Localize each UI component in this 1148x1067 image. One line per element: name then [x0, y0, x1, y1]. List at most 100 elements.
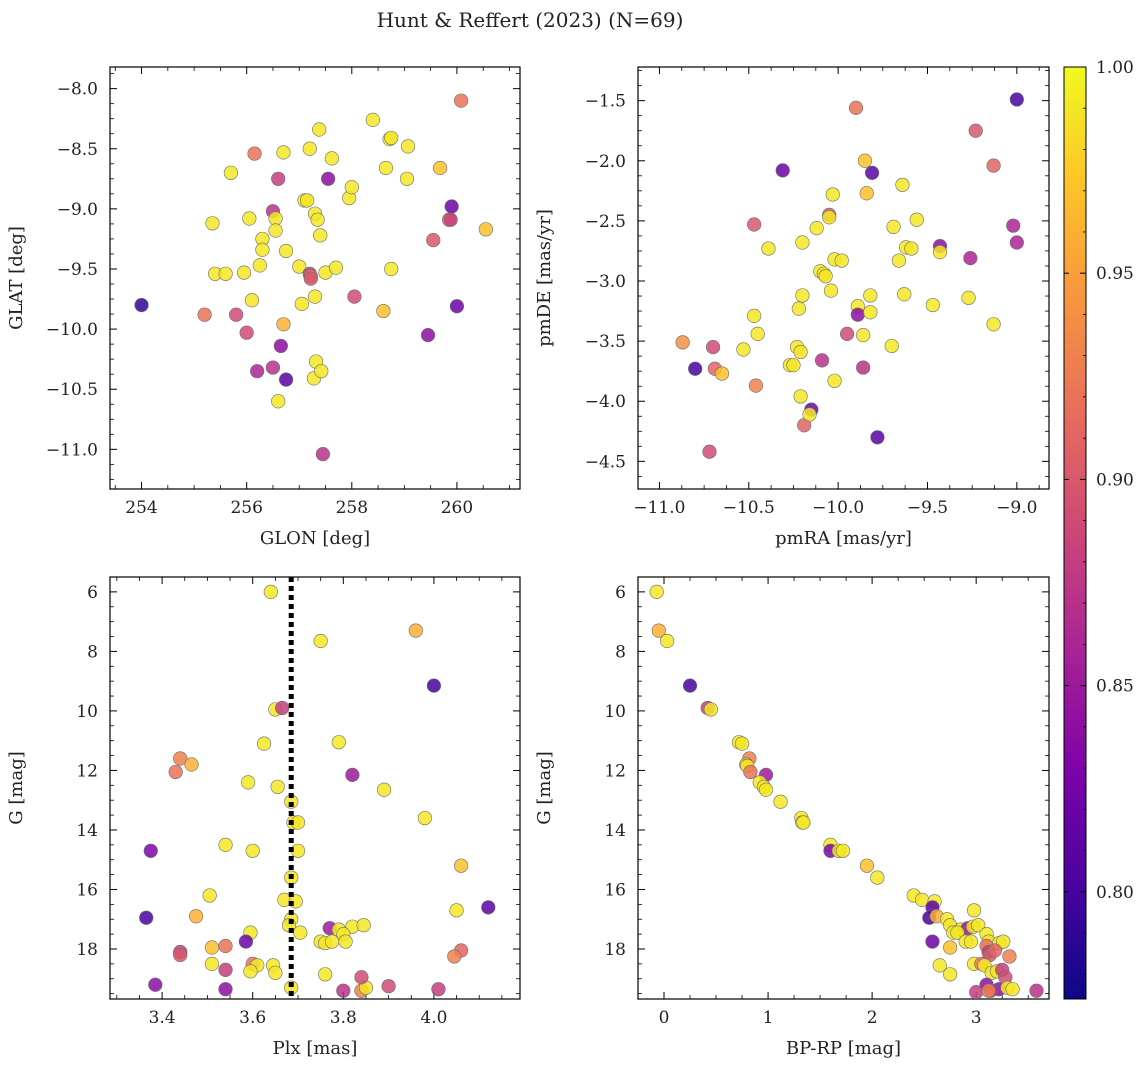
y-tick-label: 14 — [76, 821, 98, 841]
scatter-points — [134, 93, 493, 462]
scatter-point — [238, 934, 254, 949]
scatter-point — [834, 253, 849, 268]
x-axis-label: pmRA [mas/yr] — [775, 528, 912, 549]
scatter-point — [857, 153, 873, 168]
scatter-point — [312, 122, 327, 137]
x-tick-label: 2 — [867, 1008, 878, 1028]
x-tick-label: 256 — [230, 498, 262, 518]
scatter-point — [863, 305, 878, 320]
scatter-point — [300, 193, 315, 208]
scatter-point — [968, 123, 983, 138]
scatter-point — [205, 216, 220, 231]
scatter-point — [426, 233, 441, 248]
scatter-point — [143, 843, 158, 858]
y-tick-label: 8 — [615, 642, 626, 662]
scatter-point — [245, 843, 260, 858]
x-tick-label: 1 — [763, 1008, 774, 1028]
y-tick-label: −10.0 — [46, 320, 98, 340]
scatter-point — [218, 837, 233, 852]
scatter-point — [802, 407, 817, 422]
colorbar-tick-label: 0.85 — [1096, 677, 1134, 697]
y-tick-label: −9.5 — [57, 260, 98, 280]
x-tick-label: 0 — [659, 1008, 670, 1028]
x-tick-label: 254 — [125, 498, 157, 518]
scatter-point — [761, 241, 776, 256]
scatter-point — [328, 260, 344, 275]
x-tick-label: 260 — [441, 498, 473, 518]
y-tick-label: 12 — [76, 761, 98, 781]
scatter-point — [313, 633, 328, 649]
axes-frame — [109, 576, 521, 1000]
scatter-point — [702, 444, 717, 459]
scatter-point — [278, 372, 294, 387]
scatter-point — [963, 251, 978, 266]
scatter-point — [775, 163, 790, 178]
scatter-point — [400, 139, 416, 154]
scatter-point — [848, 100, 864, 115]
scatter-point — [218, 266, 233, 281]
panel-proper-motion: −11.0 −10.5 −10.0 −9.5 −9.0 −1.5 −2.0 −2.5 −3.0 −… — [534, 66, 1050, 549]
y-tick-label: 8 — [87, 642, 98, 662]
x-tick-label: −9.5 — [907, 498, 948, 518]
scatter-point — [651, 623, 666, 638]
y-tick-label: 14 — [604, 821, 626, 841]
scatter-point — [891, 253, 906, 268]
colorbar: 0.80 0.85 0.90 0.95 1.00 — [1063, 58, 1134, 1000]
scatter-point — [481, 900, 496, 915]
x-tick-label: 3.4 — [149, 1008, 176, 1028]
scatter-point — [1009, 235, 1024, 250]
scatter-point — [818, 269, 833, 284]
scatter-point — [1002, 949, 1017, 964]
scatter-point — [904, 241, 919, 256]
scatter-point — [384, 261, 399, 277]
x-tick-label: 258 — [336, 498, 368, 518]
scatter-point — [859, 186, 874, 201]
scatter-point — [303, 271, 318, 286]
scatter-point — [376, 303, 391, 319]
scatter-point — [981, 983, 996, 998]
scatter-point — [823, 283, 839, 298]
scatter-point — [449, 299, 465, 314]
scatter-point — [347, 289, 362, 304]
scatter-point — [454, 93, 469, 108]
x-tick-label: 3.8 — [330, 1008, 357, 1028]
scatter-point — [796, 815, 811, 830]
scatter-point — [909, 212, 924, 227]
scatter-point — [996, 934, 1011, 949]
x-tick-label: 3 — [971, 1008, 982, 1028]
y-axis-label: G [mag] — [534, 751, 555, 824]
scatter-point — [321, 171, 336, 186]
scatter-point — [218, 938, 233, 954]
scatter-point — [408, 623, 423, 638]
scatter-point — [173, 751, 188, 766]
scatter-point — [204, 956, 220, 971]
scatter-point — [814, 353, 830, 368]
x-tick-label: 4.0 — [420, 1008, 447, 1028]
scatter-point — [748, 378, 764, 393]
y-tick-label: −4.5 — [585, 452, 626, 472]
scatter-point — [675, 335, 690, 350]
scatter-point — [384, 130, 399, 146]
scatter-point — [268, 223, 283, 238]
scatter-point — [376, 782, 392, 797]
scatter-point — [795, 235, 810, 250]
scatter-point — [331, 735, 346, 750]
scatter-point — [294, 296, 309, 311]
scatter-point — [265, 360, 281, 375]
scatter-point — [381, 979, 396, 994]
scatter-point — [747, 308, 762, 323]
scatter-point — [835, 843, 851, 858]
scatter-point — [971, 918, 986, 933]
scatter-point — [263, 584, 278, 599]
colorbar-tick-label: 0.95 — [1096, 264, 1134, 284]
figure-title: Hunt & Reffert (2023) (N=69) — [377, 8, 684, 32]
scatter-point — [420, 328, 436, 343]
scatter-point — [345, 767, 360, 783]
scatter-point — [444, 199, 459, 214]
scatter-point — [184, 757, 199, 772]
scatter-point — [365, 112, 380, 128]
scatter-point — [734, 736, 750, 751]
scatter-point — [793, 344, 808, 360]
